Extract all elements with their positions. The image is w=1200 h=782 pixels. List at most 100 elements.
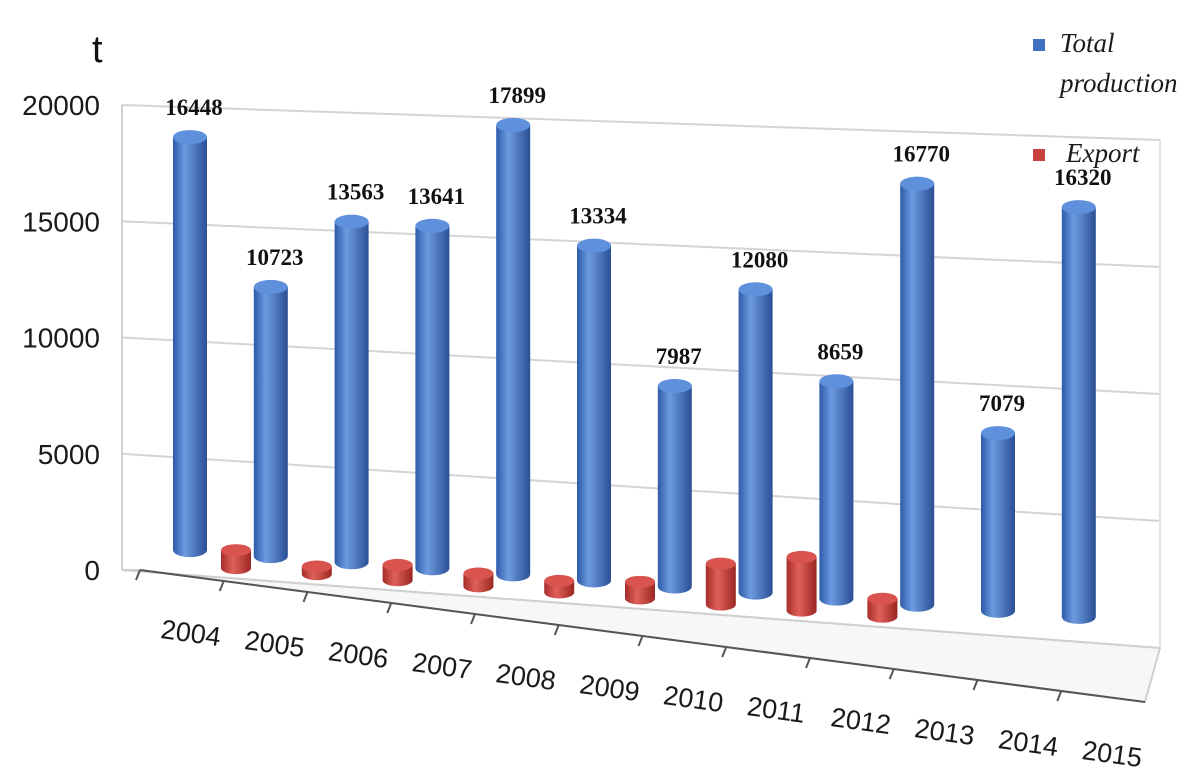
bar-total-production-body	[415, 225, 450, 576]
bar-total-production	[577, 238, 611, 588]
bar-total-production	[819, 374, 854, 606]
data-label-total-production: 13563	[327, 180, 385, 205]
bar-export-top	[301, 560, 332, 573]
bar-total-production-body	[738, 289, 773, 600]
bar-export-body	[382, 564, 413, 587]
legend-swatch-total-production	[1033, 39, 1045, 51]
x-tick-mark	[637, 635, 644, 647]
x-tick-mark	[386, 602, 393, 614]
bar-export-top	[544, 574, 575, 587]
bar-total-production-body	[496, 124, 531, 582]
bar-export-top	[625, 575, 655, 588]
bar-total-production-body	[819, 381, 854, 606]
bar-total-production	[1061, 200, 1096, 624]
bar-total-production-top	[415, 218, 450, 233]
data-label-total-production: 7987	[656, 344, 702, 369]
x-tick-label: 2013	[913, 713, 977, 751]
bar-export-top	[221, 544, 251, 557]
x-tick-mark	[1056, 690, 1063, 702]
data-label-total-production: 16320	[1054, 165, 1112, 190]
bar-total-production-top	[981, 426, 1015, 441]
bar-export-top	[382, 558, 413, 571]
x-tick-label: 2009	[578, 669, 642, 707]
bar-export-body	[867, 598, 898, 623]
y-tick-label: 15000	[22, 206, 100, 237]
data-label-total-production: 16770	[892, 142, 950, 167]
bar-export	[867, 592, 898, 623]
x-tick-mark	[302, 591, 309, 603]
legend-label-total-production: Total production	[1058, 28, 1178, 98]
x-tick-label: 2011	[745, 691, 807, 729]
y-tick-label: 20000	[22, 90, 100, 121]
data-label-total-production: 12080	[731, 247, 789, 272]
bar-total-production-top	[738, 282, 773, 297]
x-tick-label: 2014	[997, 724, 1061, 762]
bar-export	[544, 574, 575, 599]
bar-export-body	[705, 563, 736, 611]
bar-export	[625, 575, 655, 605]
y-tick-label: 10000	[22, 323, 100, 354]
bar-export	[221, 544, 251, 575]
bar-export-body	[221, 550, 251, 575]
bar-export-body	[786, 556, 817, 617]
bar-total-production-body	[1061, 207, 1096, 624]
label-layer: 16448 10723 13563 13641 17899 13334 7987 12080 8…	[165, 83, 1111, 416]
data-label-total-production: 8659	[817, 339, 863, 364]
x-tick-label: 2010	[662, 680, 726, 718]
bar-export	[786, 550, 817, 617]
x-tick-label: 2012	[829, 702, 893, 740]
y-tick-label: 0	[84, 555, 100, 586]
bar-total-production	[981, 426, 1015, 618]
gridline	[121, 220, 1161, 268]
x-tick-label: 2005	[243, 625, 307, 663]
x-tick-label: 2008	[494, 658, 558, 696]
y-tick-label: 5000	[38, 439, 100, 470]
bar-total-production	[657, 378, 692, 594]
bar-total-production-body	[253, 286, 288, 564]
x-tick-label: 2007	[410, 647, 474, 685]
bar-export-top	[867, 592, 898, 605]
bar-total-production-body	[173, 137, 207, 558]
x-tick-mark	[135, 569, 141, 581]
bar-total-production	[334, 214, 369, 570]
x-tick-label: 2006	[327, 636, 391, 674]
bar-export-top	[705, 557, 736, 570]
bar-export-body	[625, 581, 655, 605]
bar-total-production-top	[334, 214, 369, 229]
bar-total-production-top	[253, 279, 288, 294]
legend-swatch-export	[1033, 149, 1045, 161]
bar-export	[463, 567, 494, 593]
bar-total-production-top	[173, 130, 207, 145]
bar-total-production	[496, 117, 531, 582]
bar-total-production-top	[496, 117, 531, 132]
bar-total-production-top	[819, 374, 854, 389]
gridline	[121, 104, 1161, 141]
x-tick-mark	[218, 580, 225, 592]
x-tick-label: 2015	[1080, 735, 1144, 773]
y-axis-unit-label: t	[92, 29, 103, 71]
data-label-total-production: 13334	[569, 204, 627, 229]
bar-export-top	[786, 550, 817, 563]
bar-export-top	[463, 567, 494, 580]
data-label-total-production: 16448	[165, 95, 223, 120]
x-tick-label: 2004	[159, 614, 223, 652]
bar-total-production	[253, 279, 288, 564]
x-tick-mark	[470, 613, 476, 625]
bar-total-production	[738, 282, 773, 600]
bar-total-production-top	[900, 176, 935, 191]
bar-total-production	[415, 218, 450, 576]
bar-total-production-body	[981, 433, 1015, 618]
bar-total-production-body	[334, 221, 369, 570]
x-tick-mark	[888, 668, 895, 680]
bar-export	[705, 557, 736, 611]
data-label-total-production: 13641	[408, 184, 466, 209]
bar-total-production	[173, 130, 207, 558]
data-label-total-production: 17899	[488, 83, 546, 108]
bar-total-production-top	[657, 378, 692, 393]
gridline	[121, 336, 1161, 395]
x-tick-mark	[721, 646, 728, 658]
bar-total-production-top	[1061, 200, 1096, 215]
bar-total-production	[900, 176, 935, 612]
